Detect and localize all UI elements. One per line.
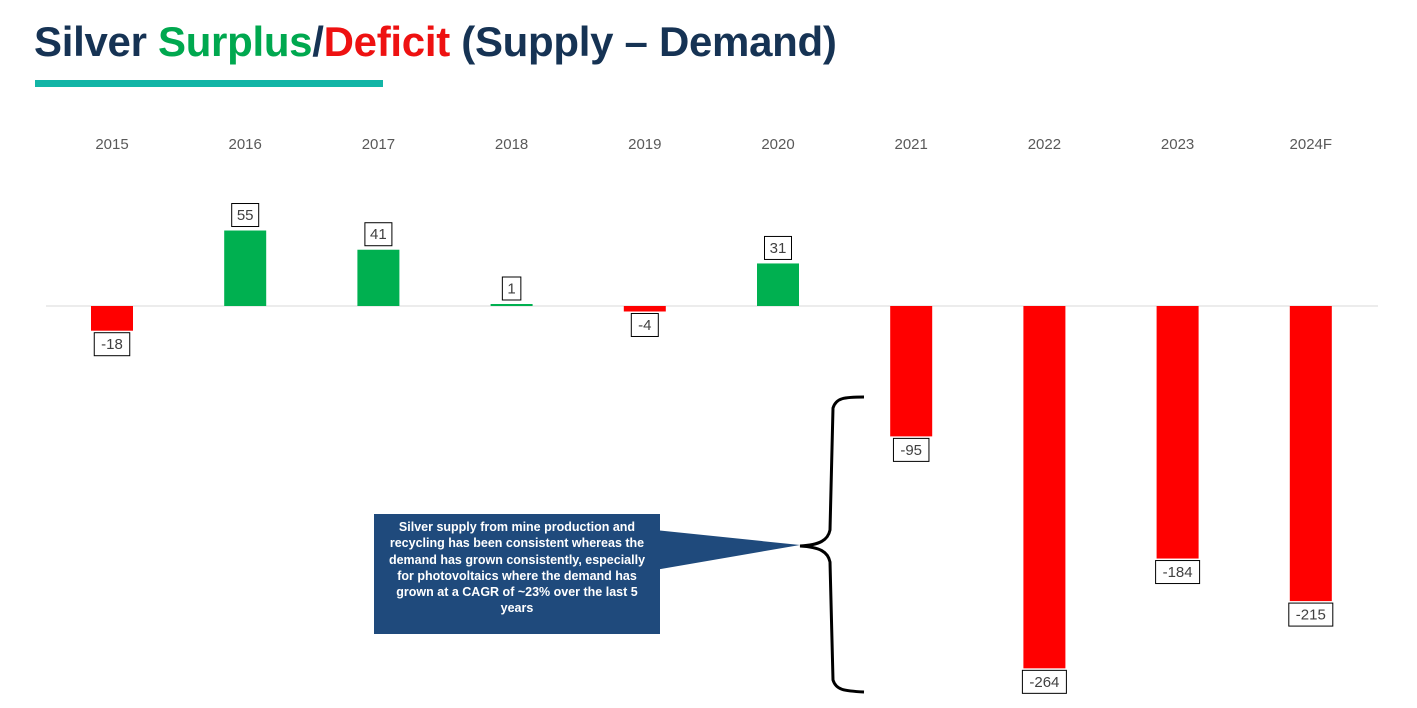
bar-2024F: [1289, 306, 1332, 602]
category-label-2021: 2021: [895, 136, 928, 153]
callout-pointer: [655, 530, 800, 570]
data-label-box-2020: [764, 235, 792, 260]
data-label-box-2023: [1155, 560, 1201, 585]
bar-2016: [224, 230, 267, 306]
chart-title: Silver Surplus/Deficit (Supply – Demand): [34, 18, 837, 66]
data-label-2023: -184: [1163, 564, 1193, 581]
data-label-box-2019: [630, 312, 659, 337]
category-label-2020: 2020: [761, 136, 794, 153]
category-label-2024F: 2024F: [1290, 136, 1333, 153]
category-label-2015: 2015: [95, 136, 128, 153]
category-label-2016: 2016: [229, 136, 262, 153]
data-label-box-2022: [1021, 669, 1067, 694]
category-label-2019: 2019: [628, 136, 661, 153]
callout-box: Silver supply from mine production and r…: [374, 514, 660, 634]
data-label-2020: 31: [770, 240, 787, 257]
bars-layer: 2015 -18 2016 55 2017 41 2018 1 2019 -4 2020 31 2021…: [46, 136, 1378, 694]
data-label-2018: 1: [507, 281, 515, 298]
data-label-box-2017: [364, 222, 393, 247]
bar-2019: [623, 306, 666, 312]
data-label-2019: -4: [638, 317, 651, 334]
data-label-box-2016: [231, 203, 260, 228]
title-underline: [35, 80, 383, 87]
category-label-2023: 2023: [1161, 136, 1194, 153]
category-label-2018: 2018: [495, 136, 528, 153]
title-part-1: Silver: [34, 18, 158, 65]
data-label-2016: 55: [237, 207, 254, 224]
data-label-2021: -95: [900, 442, 922, 459]
curly-brace: [799, 395, 865, 694]
bar-2021: [890, 306, 933, 437]
data-label-2017: 41: [370, 226, 387, 243]
data-label-box-2018: [501, 276, 522, 301]
title-slash: /: [312, 18, 324, 65]
title-deficit: Deficit: [323, 18, 451, 65]
data-label-box-2024F: [1288, 602, 1334, 627]
bar-2017: [357, 249, 400, 306]
data-label-box-2015: [93, 332, 131, 357]
data-label-2022: -264: [1029, 674, 1059, 691]
bar-2018: [490, 304, 533, 306]
category-label-2022: 2022: [1028, 136, 1061, 153]
data-label-box-2021: [892, 437, 930, 462]
category-label-2017: 2017: [362, 136, 395, 153]
bar-2020: [757, 263, 799, 306]
data-label-2024F: -215: [1296, 607, 1326, 624]
data-label-2015: -18: [101, 336, 123, 353]
bar-2022: [1023, 306, 1066, 669]
bar-2023: [1156, 306, 1199, 559]
bar-2015: [91, 306, 133, 331]
title-surplus: Surplus: [157, 18, 313, 65]
title-part-2: (Supply – Demand): [449, 18, 837, 65]
